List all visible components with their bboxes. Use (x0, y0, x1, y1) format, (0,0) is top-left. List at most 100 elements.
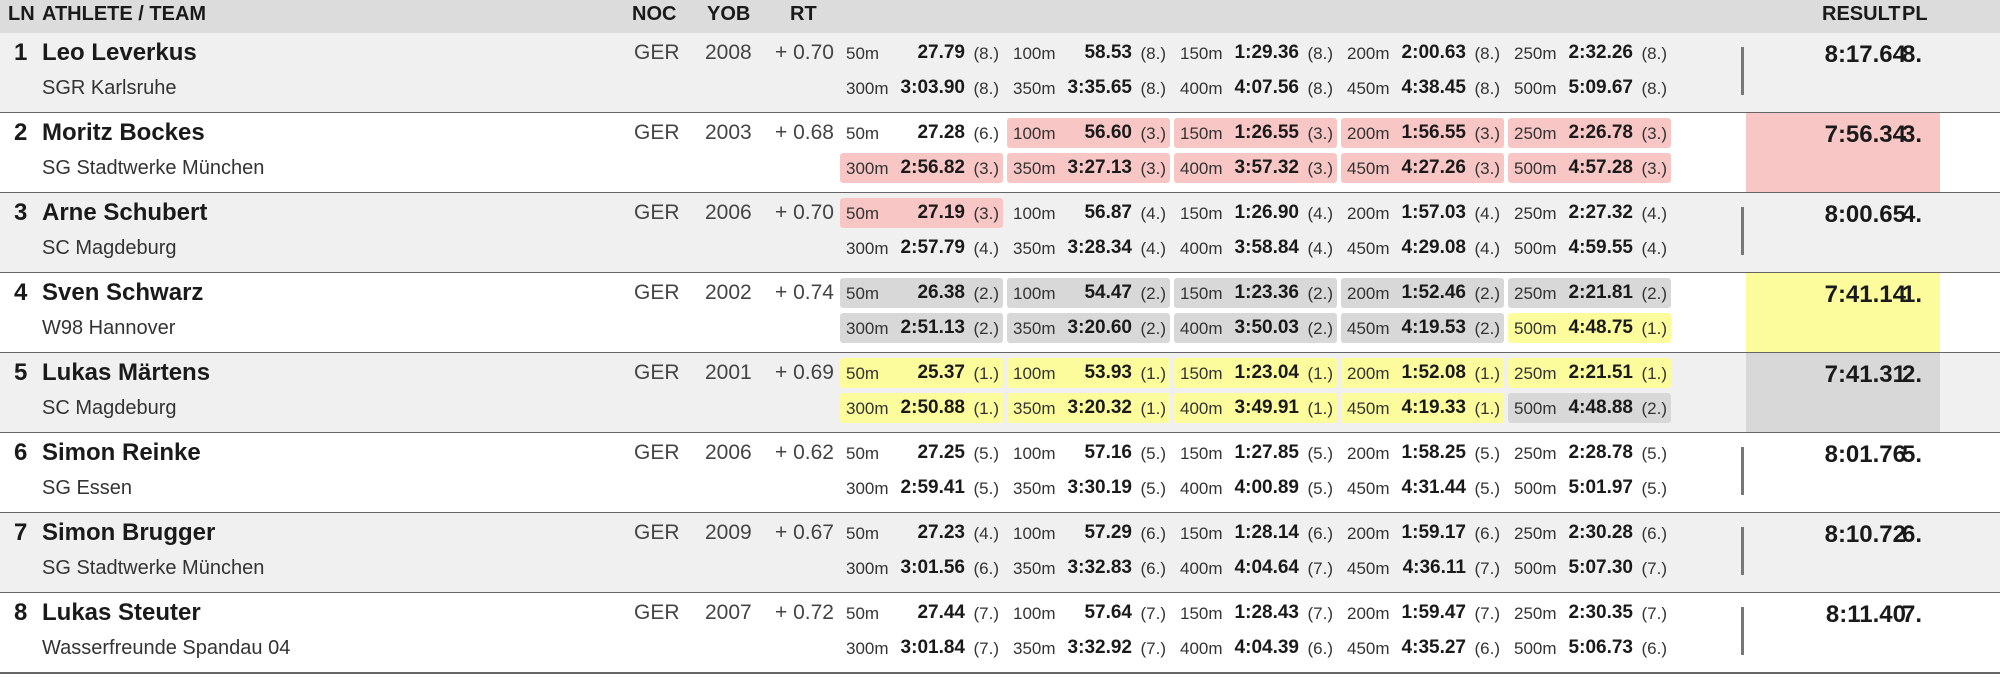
split-cell: 100m 57.16 (5.) (1007, 438, 1170, 468)
reaction-time: + 0.69 (775, 361, 834, 384)
split-distance: 200m (1347, 524, 1390, 543)
final-result: 8:10.72 (1824, 521, 1906, 548)
header-pl: PL (1902, 3, 1928, 25)
split-time: 1:29.36 (1234, 42, 1299, 63)
split-rank: (1.) (973, 364, 1000, 383)
split-time: 4:04.39 (1234, 637, 1299, 658)
split-rank: (5.) (1307, 444, 1334, 463)
split-time: 4:19.33 (1401, 397, 1466, 418)
split-cell: 400m 3:49.91 (1.) (1174, 393, 1337, 423)
split-time: 1:52.08 (1401, 362, 1466, 383)
split-time: 58.53 (1084, 42, 1132, 63)
split-time: 2:21.51 (1568, 362, 1633, 383)
team-name: SG Stadtwerke München (42, 557, 265, 579)
split-distance: 50m (846, 204, 880, 223)
split-rank: (1.) (1474, 364, 1501, 383)
split-rank: (7.) (973, 604, 1000, 623)
header-yob: YOB (707, 3, 751, 25)
split-time: 2:51.13 (900, 317, 965, 338)
result-divider (1741, 47, 1744, 95)
split-distance: 400m (1180, 479, 1223, 498)
split-rank: (8.) (1474, 79, 1501, 98)
split-time: 1:27.85 (1234, 442, 1299, 463)
year-of-birth: 2002 (705, 281, 752, 304)
athlete-name: Arne Schubert (42, 199, 208, 226)
split-distance: 200m (1347, 604, 1390, 623)
split-cell: 50m 27.28 (6.) (840, 118, 1003, 148)
split-cell: 50m 27.44 (7.) (840, 598, 1003, 628)
split-distance: 50m (846, 44, 880, 63)
split-distance: 150m (1180, 284, 1223, 303)
split-cell: 150m 1:26.55 (3.) (1174, 118, 1337, 148)
final-place: 7. (1902, 601, 1923, 628)
split-rank: (7.) (1474, 604, 1501, 623)
year-of-birth: 2006 (705, 201, 752, 224)
split-rank: (2.) (1641, 284, 1668, 303)
table-row: 3 Arne Schubert SC Magdeburg GER 2006 + 0.70 5… (0, 193, 2000, 274)
split-cell: 300m 2:51.13 (2.) (840, 313, 1003, 343)
split-rank: (8.) (1307, 44, 1334, 63)
split-rank: (3.) (973, 159, 1000, 178)
split-rank: (6.) (1307, 639, 1334, 658)
split-rank: (2.) (1474, 319, 1501, 338)
split-time: 1:26.55 (1234, 122, 1299, 143)
split-rank: (5.) (1641, 444, 1668, 463)
athlete-name: Moritz Bockes (42, 119, 205, 146)
split-cell: 300m 3:01.56 (6.) (840, 553, 1003, 583)
split-distance: 200m (1347, 284, 1390, 303)
split-time: 2:59.41 (900, 477, 965, 498)
split-time: 2:30.28 (1568, 522, 1633, 543)
split-rank: (6.) (973, 124, 1000, 143)
split-distance: 450m (1347, 239, 1390, 258)
split-time: 1:52.46 (1401, 282, 1466, 303)
split-rank: (6.) (1474, 639, 1501, 658)
split-time: 1:58.25 (1401, 442, 1466, 463)
split-rank: (3.) (1307, 159, 1334, 178)
split-cell: 150m 1:29.36 (8.) (1174, 38, 1337, 68)
split-time: 2:30.35 (1568, 602, 1633, 623)
split-time: 1:59.17 (1401, 522, 1466, 543)
final-place: 5. (1902, 441, 1923, 468)
table-row: 7 Simon Brugger SG Stadtwerke München GER 20… (0, 513, 2000, 594)
split-rank: (8.) (1307, 79, 1334, 98)
split-rank: (7.) (1307, 559, 1334, 578)
split-rank: (1.) (1474, 399, 1501, 418)
split-distance: 400m (1180, 559, 1223, 578)
split-cell: 100m 57.64 (7.) (1007, 598, 1170, 628)
split-rank: (1.) (1140, 399, 1167, 418)
split-cell: 450m 4:19.53 (2.) (1341, 313, 1504, 343)
split-distance: 500m (1514, 639, 1557, 658)
split-distance: 350m (1013, 239, 1056, 258)
split-rank: (2.) (973, 284, 1000, 303)
split-rank: (7.) (1641, 559, 1668, 578)
split-time: 3:01.56 (900, 557, 965, 578)
athlete-name: Simon Brugger (42, 519, 216, 546)
split-cell: 100m 53.93 (1.) (1007, 358, 1170, 388)
split-rank: (7.) (1307, 604, 1334, 623)
split-rank: (8.) (973, 44, 1000, 63)
final-result: 8:11.40 (1825, 601, 1906, 628)
split-rank: (3.) (1641, 159, 1668, 178)
team-name: Wasserfreunde Spandau 04 (42, 637, 291, 659)
split-cell: 500m 5:06.73 (6.) (1508, 633, 1671, 663)
split-cell: 300m 2:57.79 (4.) (840, 233, 1003, 263)
year-of-birth: 2008 (705, 41, 752, 64)
split-distance: 450m (1347, 79, 1390, 98)
split-cell: 500m 4:59.55 (4.) (1508, 233, 1671, 263)
athlete-name: Simon Reinke (42, 439, 201, 466)
split-distance: 150m (1180, 44, 1223, 63)
split-distance: 150m (1180, 364, 1223, 383)
split-distance: 200m (1347, 124, 1390, 143)
split-time: 4:04.64 (1234, 557, 1299, 578)
split-time: 2:32.26 (1568, 42, 1633, 63)
split-rank: (2.) (1307, 319, 1334, 338)
table-row: 6 Simon Reinke SG Essen GER 2006 + 0.62 50m 27.… (0, 433, 2000, 514)
lane-number: 7 (14, 519, 28, 546)
final-place: 6. (1902, 521, 1923, 548)
split-time: 3:32.92 (1067, 637, 1132, 658)
split-cell: 350m 3:20.32 (1.) (1007, 393, 1170, 423)
split-rank: (1.) (1641, 319, 1668, 338)
header-noc: NOC (632, 3, 677, 25)
split-distance: 250m (1514, 44, 1557, 63)
split-cell: 350m 3:32.92 (7.) (1007, 633, 1170, 663)
